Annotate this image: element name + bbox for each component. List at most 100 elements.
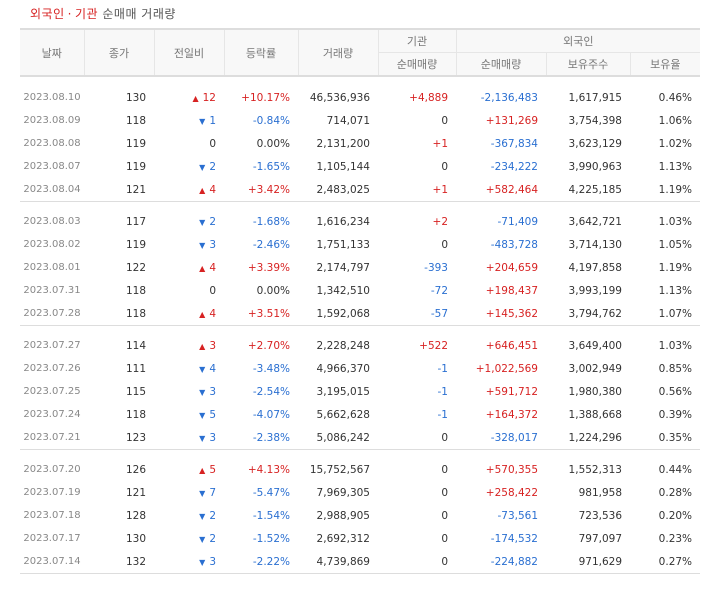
date-cell: 2023.07.28 [23, 308, 81, 319]
volume-cell: 714,071 [326, 114, 370, 127]
change-value: 3 [209, 555, 216, 568]
foreign-hold-cell: 971,629 [546, 550, 630, 574]
foreign-hold-cell: 3,754,398 [568, 114, 622, 127]
volume-cell: 2,131,200 [316, 137, 370, 150]
table-row: 2023.08.03 117 ▼ 2 -1.68% 1,616,234 +2 -71,409 3… [20, 210, 700, 233]
change-value: 12 [202, 91, 216, 104]
trading-table: 날짜 종가 전일비 등락률 거래량 기관 외국인 순매매량 순매매량 보유주수 … [20, 28, 701, 574]
triangle-down-icon: ▼ [199, 488, 206, 498]
foreign-ratio-cell: 0.85% [658, 362, 693, 375]
rate-cell: -3.48% [252, 362, 290, 375]
triangle-up-icon: ▲ [199, 185, 206, 195]
foreign-hold-cell: 3,649,400 [568, 339, 622, 352]
change-value: 2 [209, 532, 216, 545]
foreign-ratio-cell: 1.06% [658, 114, 693, 127]
table-row: 2023.07.25 115 ▼ 3 -2.54% 3,195,015 -1 +591,712… [20, 380, 700, 403]
foreign-ratio-cell: 0.23% [658, 532, 693, 545]
foreign-hold-cell: 1,388,668 [568, 408, 622, 421]
change-value: 0 [209, 284, 216, 297]
foreign-hold-cell: 3,714,130 [568, 238, 622, 251]
foreign-ratio-cell: 0.44% [658, 463, 693, 476]
date-cell: 2023.07.14 [20, 550, 84, 574]
header-date: 날짜 [20, 28, 85, 77]
foreign-ratio-cell: 1.13% [658, 284, 693, 297]
close-cell: 119 [125, 238, 146, 251]
foreign-ratio-cell: 1.19% [658, 183, 693, 196]
foreign-net-cell: +1,022,569 [475, 362, 538, 375]
date-cell: 2023.08.07 [23, 161, 81, 172]
triangle-up-icon: ▲ [199, 465, 206, 475]
inst-net-cell: +1 [432, 137, 448, 150]
change-value: 1 [209, 114, 216, 127]
volume-cell: 7,969,305 [316, 486, 370, 499]
change-cell: ▼ 3 [154, 233, 224, 256]
volume-cell: 1,751,133 [316, 238, 370, 251]
title-institution: 기관 [74, 7, 99, 21]
foreign-ratio-cell: 0.35% [658, 431, 693, 444]
foreign-hold-cell: 3,002,949 [568, 362, 622, 375]
volume-cell: 2,483,025 [316, 183, 370, 196]
table-row: 2023.07.14 132 ▼ 3 -2.22% 4,739,869 0 -224,882 9… [20, 550, 701, 574]
inst-net-cell: -72 [430, 284, 448, 297]
foreign-net-cell: -224,882 [456, 550, 546, 574]
header-inst-net: 순매매량 [378, 52, 457, 77]
close-cell: 118 [125, 408, 146, 421]
inst-net-cell: 0 [441, 463, 448, 476]
foreign-hold-cell: 1,552,313 [568, 463, 622, 476]
table-row: 2023.08.07 119 ▼ 2 -1.65% 1,105,144 0 -234,222 3… [20, 155, 700, 178]
rate-cell: -1.68% [252, 215, 290, 228]
foreign-ratio-cell: 0.27% [630, 550, 701, 574]
foreign-ratio-cell: 0.46% [658, 91, 693, 104]
group-divider [20, 201, 701, 210]
change-cell: ▼ 3 [154, 426, 224, 450]
divider-cell [20, 449, 701, 458]
triangle-down-icon: ▼ [199, 387, 206, 397]
foreign-hold-cell: 3,794,762 [568, 307, 622, 320]
foreign-net-cell: +204,659 [485, 261, 538, 274]
change-value: 0 [209, 137, 216, 150]
volume-cell: 1,342,510 [316, 284, 370, 297]
table-row: 2023.08.10 130 ▲ 12 +10.17% 46,536,936 +4,889 -… [20, 86, 700, 109]
foreign-hold-cell: 981,958 [578, 486, 622, 499]
close-cell: 119 [125, 137, 146, 150]
rate-cell: +2.70% [247, 339, 290, 352]
change-value: 5 [209, 463, 216, 476]
close-cell: 121 [125, 183, 146, 196]
change-value: 4 [209, 261, 216, 274]
date-cell: 2023.08.03 [23, 216, 81, 227]
rate-cell: -4.07% [252, 408, 290, 421]
foreign-net-cell: +164,372 [485, 408, 538, 421]
close-cell: 119 [125, 160, 146, 173]
header-rate: 등락률 [224, 28, 299, 77]
change-cell: ▼ 4 [154, 357, 224, 380]
date-cell: 2023.07.19 [23, 487, 81, 498]
foreign-net-cell: -2,136,483 [480, 91, 538, 104]
foreign-net-cell: -234,222 [490, 160, 538, 173]
inst-net-cell: -57 [430, 307, 448, 320]
rate-cell: -2.54% [252, 385, 290, 398]
foreign-net-cell: -367,834 [490, 137, 538, 150]
triangle-down-icon: ▼ [199, 511, 206, 521]
change-value: 4 [209, 183, 216, 196]
foreign-ratio-cell: 1.02% [658, 137, 693, 150]
foreign-hold-cell: 3,623,129 [568, 137, 622, 150]
table-row: 2023.07.18 128 ▼ 2 -1.54% 2,988,905 0 -73,561 72… [20, 504, 700, 527]
date-cell: 2023.07.17 [23, 533, 81, 544]
inst-net-cell: -1 [437, 385, 448, 398]
triangle-down-icon: ▼ [199, 433, 206, 443]
volume-cell: 2,692,312 [316, 532, 370, 545]
rate-cell: -5.47% [252, 486, 290, 499]
close-cell: 128 [125, 509, 146, 522]
rate-cell: -1.54% [252, 509, 290, 522]
foreign-ratio-cell: 1.03% [658, 215, 693, 228]
foreign-hold-cell: 3,990,963 [568, 160, 622, 173]
title-separator: · [67, 7, 72, 21]
date-cell: 2023.08.09 [23, 115, 81, 126]
triangle-down-icon: ▼ [199, 240, 206, 250]
inst-net-cell: 0 [378, 550, 456, 574]
table-row: 2023.08.02 119 ▼ 3 -2.46% 1,751,133 0 -483,728 3… [20, 233, 700, 256]
change-cell: ▲ 3 [154, 334, 224, 357]
volume-cell: 4,739,869 [298, 550, 378, 574]
triangle-down-icon: ▼ [199, 116, 206, 126]
change-cell: ▲ 5 [154, 458, 224, 481]
